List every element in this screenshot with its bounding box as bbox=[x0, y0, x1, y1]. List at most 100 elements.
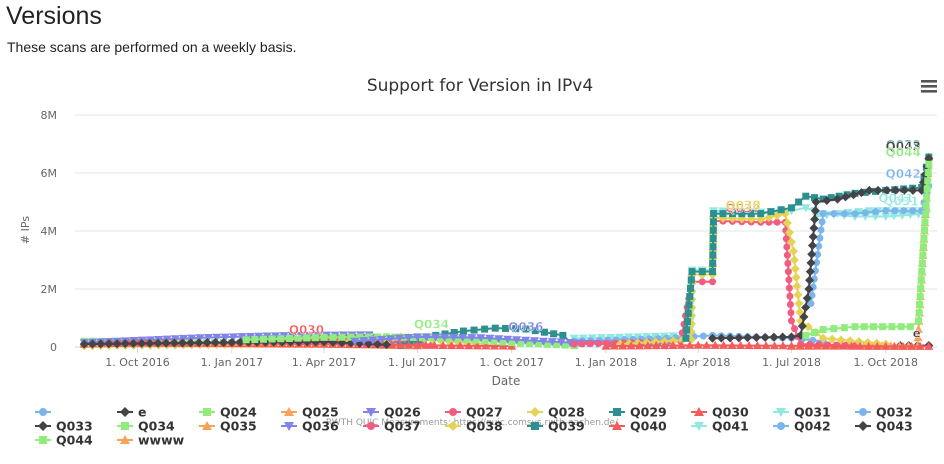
data-point bbox=[889, 212, 899, 221]
data-point bbox=[498, 341, 508, 350]
data-point bbox=[827, 194, 835, 202]
series-data-label: Q043 bbox=[886, 140, 921, 154]
hamburger-menu-icon[interactable] bbox=[921, 80, 937, 93]
data-point bbox=[203, 334, 213, 343]
legend-marker-icon bbox=[121, 422, 129, 430]
legend-item[interactable]: Q035 bbox=[199, 419, 257, 434]
legend-marker-icon bbox=[39, 408, 47, 416]
data-point bbox=[836, 335, 846, 345]
data-point bbox=[787, 309, 795, 317]
data-point bbox=[570, 340, 578, 348]
y-tick-label: 6M bbox=[41, 167, 58, 180]
legend-item[interactable]: Q042 bbox=[773, 419, 831, 434]
data-point bbox=[872, 208, 880, 216]
data-point bbox=[668, 340, 678, 349]
legend-item[interactable]: e bbox=[117, 405, 146, 420]
data-point bbox=[891, 207, 899, 215]
x-tick-label: 1. Oct 2016 bbox=[105, 356, 170, 369]
data-point bbox=[512, 325, 520, 333]
data-point bbox=[725, 333, 735, 343]
data-point bbox=[459, 327, 467, 335]
x-axis-ticks: 1. Oct 2016 1. Jan 2017 1. Apr 2017 1. Jul … bbox=[105, 347, 918, 369]
data-point bbox=[778, 341, 788, 350]
data-point bbox=[786, 300, 794, 308]
legend-item[interactable]: Q036 bbox=[281, 419, 339, 434]
series-line bbox=[574, 206, 927, 340]
legend-item[interactable]: Q031 bbox=[773, 405, 831, 420]
legend-marker-icon bbox=[367, 422, 375, 430]
data-point bbox=[220, 333, 230, 342]
series-data-label: Q042 bbox=[886, 167, 921, 181]
data-point bbox=[698, 278, 706, 286]
legend-item[interactable]: Q040 bbox=[609, 419, 667, 434]
legend-item[interactable]: Q041 bbox=[691, 419, 749, 434]
legend-item[interactable]: Q044 bbox=[35, 433, 93, 448]
data-point bbox=[450, 329, 458, 336]
data-point bbox=[900, 207, 908, 215]
legend-item[interactable]: wwww bbox=[117, 433, 185, 448]
data-point bbox=[501, 324, 509, 332]
legend-item[interactable]: Q033 bbox=[35, 419, 93, 434]
data-point bbox=[412, 340, 422, 349]
legend-item[interactable]: Q029 bbox=[609, 405, 667, 420]
legend-marker-icon bbox=[366, 408, 376, 417]
data-point bbox=[784, 268, 792, 276]
data-point bbox=[186, 338, 196, 348]
legend-item[interactable]: Q034 bbox=[117, 419, 175, 434]
data-point bbox=[920, 226, 928, 234]
data-point bbox=[765, 218, 773, 226]
data-point bbox=[744, 341, 754, 350]
data-point bbox=[454, 335, 462, 343]
legend-item[interactable]: Q025 bbox=[281, 405, 339, 420]
chart-credits[interactable]: RWTH QUIC Measurements: https://quic.com… bbox=[326, 418, 619, 428]
data-point bbox=[556, 338, 566, 347]
data-point bbox=[791, 325, 799, 333]
data-point bbox=[786, 332, 796, 342]
legend-label: Q033 bbox=[56, 419, 93, 434]
legend-item[interactable] bbox=[35, 408, 51, 416]
series-data-label: Q034 bbox=[414, 317, 449, 331]
legend-item[interactable]: Q027 bbox=[445, 405, 503, 420]
legend-item[interactable]: Q032 bbox=[855, 405, 913, 420]
legend-item[interactable]: Q043 bbox=[855, 419, 913, 434]
legend-marker-icon bbox=[694, 407, 704, 416]
legend-marker-icon bbox=[449, 408, 457, 416]
legend-item[interactable]: Q024 bbox=[199, 405, 257, 420]
legend-item[interactable]: Q039 bbox=[527, 419, 585, 434]
data-point bbox=[919, 251, 927, 259]
data-point bbox=[816, 234, 824, 242]
data-point bbox=[871, 213, 881, 221]
legend-item[interactable]: Q026 bbox=[363, 405, 421, 420]
data-point bbox=[421, 333, 431, 342]
data-point bbox=[818, 218, 826, 226]
data-point bbox=[227, 337, 237, 347]
legend-label: Q029 bbox=[630, 405, 667, 420]
legend-marker-icon bbox=[38, 421, 48, 431]
page-description: These scans are performed on a weekly ba… bbox=[7, 39, 297, 55]
legend-marker-icon bbox=[531, 422, 539, 430]
data-point bbox=[651, 341, 661, 350]
legend-item[interactable]: Q028 bbox=[527, 405, 585, 420]
data-point bbox=[917, 276, 925, 284]
data-point bbox=[848, 190, 858, 200]
data-point bbox=[888, 323, 896, 331]
data-point bbox=[851, 210, 859, 218]
data-point bbox=[792, 281, 802, 291]
data-point bbox=[668, 336, 678, 346]
data-point bbox=[786, 292, 794, 300]
data-point bbox=[804, 341, 814, 350]
legend-item[interactable]: Q038 bbox=[445, 419, 503, 434]
data-point bbox=[359, 337, 369, 346]
legend-item[interactable]: Q037 bbox=[363, 419, 421, 434]
page-heading: Versions bbox=[6, 2, 102, 30]
data-point bbox=[791, 272, 801, 282]
data-point bbox=[914, 324, 924, 333]
series-q044 bbox=[802, 160, 933, 339]
data-point bbox=[920, 234, 928, 242]
data-point bbox=[799, 312, 809, 322]
data-point bbox=[373, 339, 383, 349]
data-point bbox=[845, 336, 855, 346]
legend-item[interactable]: Q030 bbox=[691, 405, 749, 420]
data-point bbox=[161, 338, 171, 348]
chart-title: Support for Version in IPv4 bbox=[367, 76, 593, 96]
